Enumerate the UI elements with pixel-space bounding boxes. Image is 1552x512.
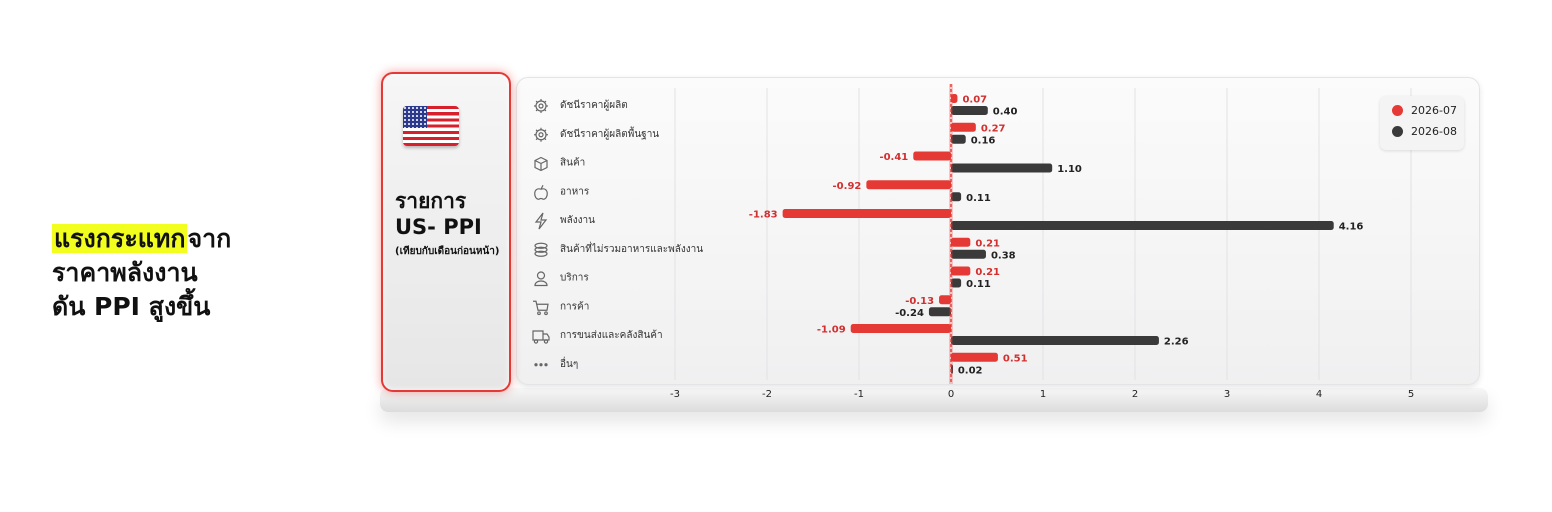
bar [951, 192, 962, 202]
data-label: -0.24 [895, 308, 924, 319]
x-tick-label: -2 [762, 389, 772, 400]
data-label: -1.83 [749, 210, 778, 221]
legend-label-2: 2026-08 [1411, 125, 1457, 138]
category-label: สินค้าที่ไม่รวมอาหารและพลังงาน [560, 241, 703, 255]
legend-item-2: 2026-08 [1392, 125, 1457, 138]
bar [951, 94, 958, 103]
bar [782, 209, 951, 218]
card-title-line-1: รายการ [395, 189, 467, 213]
data-label: 0.11 [966, 193, 991, 204]
data-label: 0.07 [962, 95, 987, 106]
data-label: 0.02 [958, 365, 983, 376]
category-label: อาหาร [560, 186, 590, 197]
headline-line-1-rest: จาก [187, 224, 232, 253]
cart-icon [533, 300, 549, 316]
x-tick-label: 1 [1040, 389, 1046, 400]
headline-line-1: แรงกระแทกจาก [52, 222, 231, 256]
us-flag-icon [403, 106, 459, 146]
box-icon [534, 156, 548, 172]
data-label: 1.10 [1057, 164, 1082, 175]
data-label: 0.27 [981, 123, 1006, 134]
x-tick-label: 0 [948, 389, 954, 400]
data-label: 2.26 [1164, 337, 1189, 348]
x-tick-label: 4 [1316, 389, 1322, 400]
headline-line-3: ดัน PPI สูงขึ้น [52, 292, 211, 321]
bar [951, 134, 966, 144]
bar [850, 324, 951, 333]
category-label: การค้า [560, 300, 589, 312]
data-label: 0.11 [966, 279, 991, 290]
data-label: 0.16 [971, 135, 996, 146]
x-tick-label: -3 [670, 389, 680, 400]
legend-swatch-1 [1392, 105, 1403, 116]
x-tick-label: 3 [1224, 389, 1230, 400]
legend-item-1: 2026-07 [1392, 104, 1457, 117]
title-card: รายการ US- PPI (เทียบกับเดือนก่อนหน้า) [381, 72, 511, 392]
truck-icon [532, 330, 550, 344]
data-label: 4.16 [1339, 222, 1364, 233]
x-tick-label: 2 [1132, 389, 1138, 400]
x-tick-label: -1 [854, 389, 864, 400]
bar [951, 163, 1053, 173]
gear-icon [534, 99, 548, 113]
bar [951, 336, 1159, 345]
data-label: -0.41 [879, 152, 908, 163]
bar [951, 221, 1334, 230]
value-labels: 0.07 0.27 -0.41 -0.92 -1.83 0.21 0.21 -0.13 -1.0… [749, 95, 1364, 377]
bar [866, 180, 951, 190]
data-label: -0.13 [905, 296, 934, 307]
headline-line-2: ราคาพลังงาน [52, 258, 198, 287]
category-label: สินค้า [560, 157, 585, 169]
category-label: อื่นๆ [560, 356, 578, 370]
legend-label-1: 2026-07 [1411, 104, 1457, 117]
bar [913, 151, 951, 161]
card-subtitle: (เทียบกับเดือนก่อนหน้า) [395, 246, 500, 257]
bar [951, 122, 976, 132]
data-label: 0.38 [991, 250, 1016, 261]
headline-highlight: แรงกระแทก [52, 224, 188, 253]
bar [939, 295, 951, 305]
bar [951, 249, 986, 259]
category-labels: ดัชนีราคาผู้ผลิตดัชนีราคาผู้ผลิตพื้นฐานส… [560, 99, 703, 370]
data-label: 0.51 [1003, 353, 1028, 364]
coins-icon [534, 242, 548, 257]
card-title: รายการ US- PPI [395, 188, 513, 240]
category-icons [532, 99, 550, 367]
bar [951, 278, 962, 288]
bars [782, 84, 1334, 384]
bar [951, 106, 988, 115]
headline: แรงกระแทกจาก ราคาพลังงาน ดัน PPI สูงขึ้น [52, 222, 231, 324]
bar [951, 237, 971, 247]
x-tick-label: 5 [1408, 389, 1414, 400]
dots-icon [534, 363, 548, 367]
person-icon [534, 271, 548, 287]
bar [928, 307, 951, 317]
category-label: การขนส่งและคลังสินค้า [560, 329, 663, 341]
bar [951, 352, 998, 362]
base-shelf [380, 388, 1488, 412]
category-label: บริการ [560, 273, 589, 284]
legend: 2026-07 2026-08 [1380, 96, 1464, 150]
category-label: ดัชนีราคาผู้ผลิตพื้นฐาน [560, 126, 659, 140]
lightning-icon [534, 212, 548, 230]
card-title-line-2: US- PPI [395, 215, 482, 239]
apple-icon [534, 184, 548, 200]
bar [951, 266, 971, 276]
legend-swatch-2 [1392, 126, 1403, 137]
data-label: -1.09 [817, 325, 846, 336]
data-label: -0.92 [833, 181, 862, 192]
gear-icon [534, 127, 548, 142]
category-label: ดัชนีราคาผู้ผลิต [560, 99, 628, 111]
category-label: พลังงาน [560, 215, 595, 226]
data-label: 0.21 [975, 267, 1000, 278]
data-label: 0.21 [975, 238, 1000, 249]
x-axis-ticks: -3 -2 -1 0 1 2 3 4 5 [670, 389, 1414, 400]
data-label: 0.40 [993, 107, 1018, 118]
